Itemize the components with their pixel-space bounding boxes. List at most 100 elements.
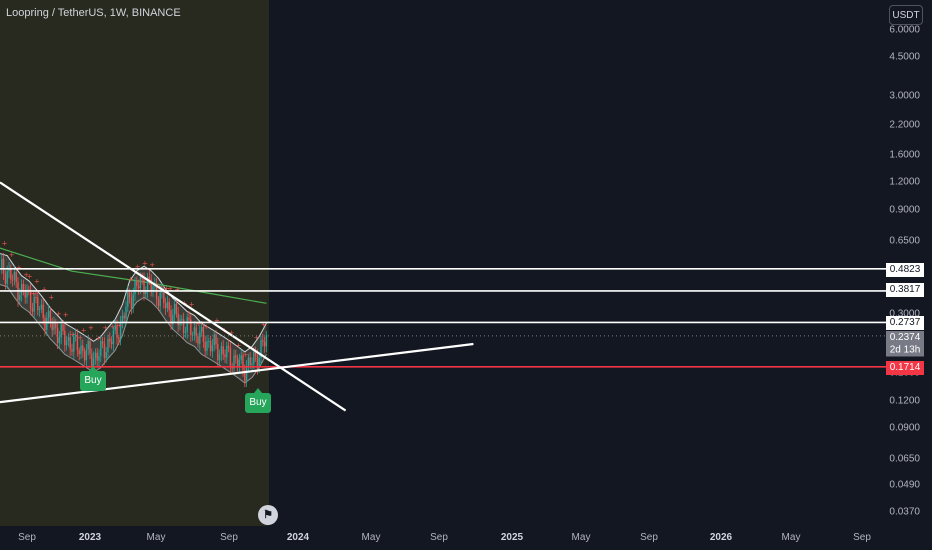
candle-body — [47, 310, 50, 318]
candle-body — [224, 354, 226, 358]
candle-body — [238, 359, 241, 367]
price-tick-label: 0.0900 — [889, 422, 920, 434]
candle-body — [249, 357, 251, 365]
candle-body — [110, 341, 113, 345]
candle-body — [145, 291, 147, 294]
candle-body — [146, 276, 149, 292]
candle-body — [82, 345, 84, 352]
candle-body — [170, 310, 172, 325]
time-tick-label: May — [781, 532, 801, 543]
candle-body — [71, 349, 73, 352]
signal-plus-marker: + — [63, 311, 69, 319]
candle-body — [87, 341, 89, 350]
horizontal-levels[interactable] — [0, 267, 886, 368]
candle-body — [137, 286, 140, 289]
candle-body — [233, 355, 235, 369]
signal-plus-marker: + — [48, 294, 54, 302]
candle-body — [139, 277, 142, 289]
candle-body — [186, 317, 188, 332]
signal-plus-marker: + — [254, 333, 260, 341]
candle-body — [123, 315, 125, 319]
candle-body — [157, 298, 160, 307]
signal-plus-marker: + — [110, 323, 116, 331]
candle-body — [6, 271, 8, 284]
candle-body — [134, 281, 136, 295]
signal-plus-marker: + — [261, 321, 267, 329]
candle-body — [42, 304, 44, 318]
time-tick-label: May — [146, 532, 166, 543]
candle-body — [69, 337, 71, 350]
price-tick-label: 3.0000 — [889, 90, 920, 102]
flag-icon[interactable]: ⚑ — [258, 505, 278, 525]
signal-plus-marker: + — [167, 285, 173, 293]
signal-plus-marker: + — [41, 285, 47, 293]
candle-body — [1, 258, 3, 270]
candle-body — [226, 345, 228, 358]
candle-body — [204, 341, 206, 351]
price-tick-label: 0.9000 — [889, 204, 920, 216]
price-tick-label: 1.2000 — [889, 176, 920, 188]
candle-body — [64, 330, 66, 346]
price-tick-label: 2.2000 — [889, 119, 920, 131]
signal-plus-marker: + — [70, 330, 76, 338]
candle-body — [217, 344, 219, 361]
signal-plus-marker: + — [30, 290, 36, 298]
trendlines[interactable] — [0, 181, 474, 412]
candle-body — [202, 327, 205, 342]
level-label-3: 0.2737 — [886, 316, 924, 330]
bar-countdown: 2d 13h — [886, 343, 924, 357]
candle-body — [173, 303, 176, 316]
signal-plus-marker: + — [117, 321, 123, 329]
candle-body — [184, 331, 187, 333]
candle-body — [181, 319, 183, 321]
candle-body — [24, 290, 26, 298]
candle-body — [128, 292, 131, 298]
time-tick-label: 2024 — [286, 532, 310, 543]
candle-body — [163, 289, 165, 304]
candle-body — [256, 355, 259, 369]
candle-body — [85, 349, 88, 361]
candle-body — [101, 341, 104, 344]
candle-body — [247, 357, 250, 367]
signal-plus-marker: + — [81, 326, 87, 334]
candle-body — [89, 341, 91, 354]
signal-plus-marker: + — [88, 324, 94, 332]
candle-body — [118, 337, 120, 340]
candle-body — [130, 297, 133, 309]
candle-body — [51, 322, 53, 330]
candle-body — [222, 346, 224, 355]
candle-body — [197, 336, 199, 344]
candle-body — [15, 272, 17, 283]
candle-body — [78, 350, 80, 355]
candle-body — [193, 327, 196, 336]
ma-upper-line — [0, 253, 267, 353]
signal-plus-marker: + — [196, 320, 202, 328]
signal-plus-marker: + — [102, 324, 108, 332]
candle-body — [62, 324, 64, 331]
candle-body — [260, 340, 262, 358]
candle-body — [2, 258, 5, 274]
candle-body — [8, 268, 10, 272]
signal-plus-marker: + — [189, 301, 195, 309]
signal-plus-marker: + — [142, 259, 148, 267]
candle-body — [91, 353, 93, 367]
signal-plus-marker: + — [149, 261, 155, 269]
candle-body — [254, 351, 257, 356]
candle-body — [103, 343, 106, 358]
candle-body — [37, 297, 39, 311]
currency-button[interactable]: USDT — [889, 5, 923, 25]
symbol-title[interactable]: Loopring / TetherUS, 1W, BINANCE — [6, 7, 181, 19]
candle-body — [188, 317, 190, 320]
signal-plus-marker: + — [27, 272, 33, 280]
candle-body — [60, 324, 62, 338]
trendline — [0, 342, 474, 404]
candle-body — [132, 294, 134, 309]
candle-body — [121, 315, 124, 322]
signal-plus-marker: + — [135, 263, 141, 271]
candle-body — [220, 346, 223, 355]
candle-body — [92, 357, 95, 367]
candle-body — [206, 341, 208, 351]
candle-body — [218, 354, 221, 361]
signal-plus-marker: + — [228, 329, 234, 337]
